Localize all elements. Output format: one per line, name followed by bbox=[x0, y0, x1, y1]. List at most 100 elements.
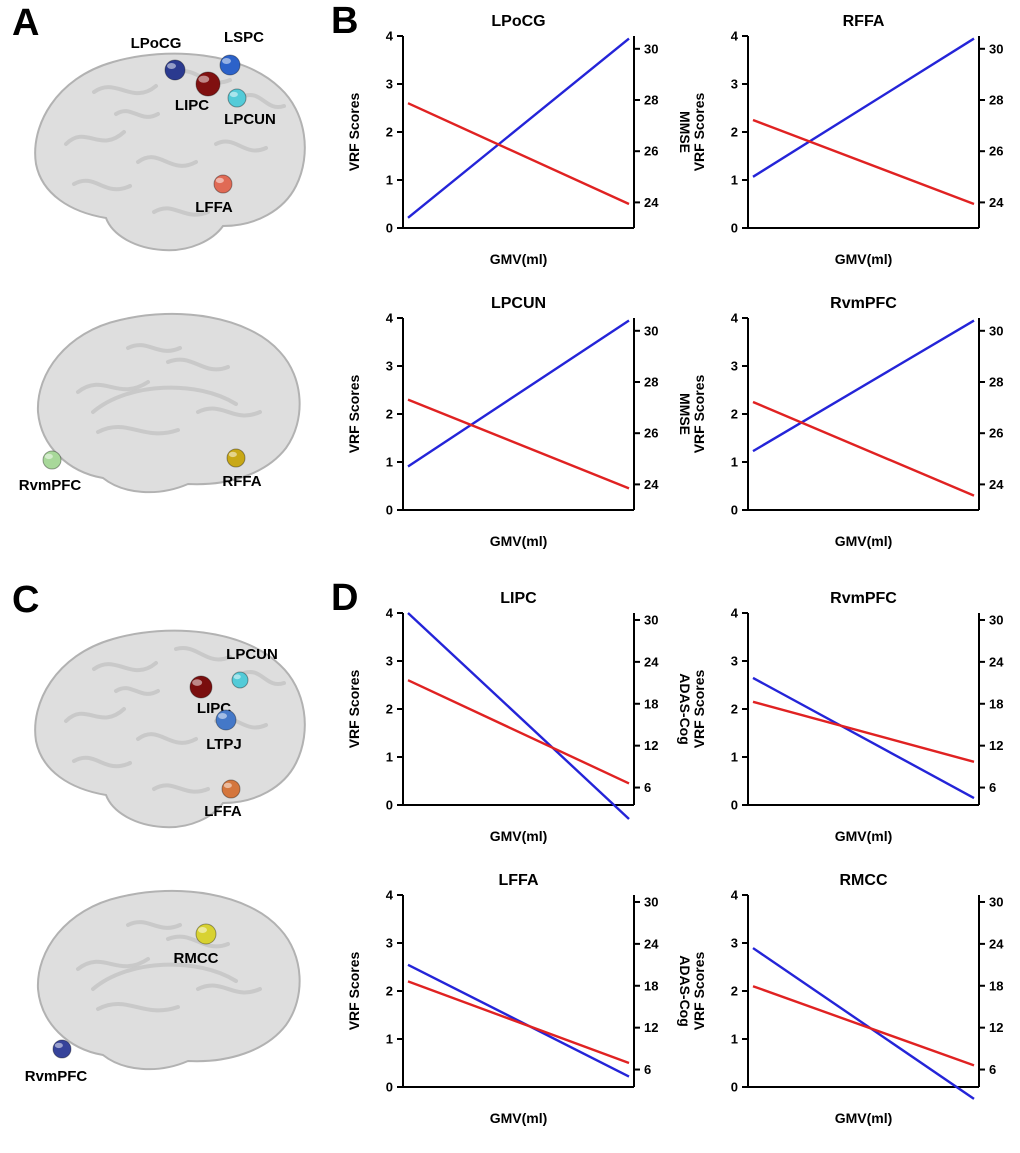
right-tick-label: 30 bbox=[644, 612, 658, 627]
roi-sphere-highlight bbox=[222, 58, 231, 64]
left-tick-label: 1 bbox=[731, 173, 738, 188]
x-axis-label: GMV(ml) bbox=[490, 533, 548, 549]
brain-sulcus bbox=[242, 669, 286, 687]
series-line-mmse bbox=[752, 319, 975, 453]
left-tick-label: 1 bbox=[386, 173, 393, 188]
panel-a-brains: LPoCG LSPC LIPC LPCUN LFFA RvmPFC RFFA bbox=[8, 26, 318, 538]
panel-d: D LIPC 0 1 2 3 4 6 12 18 24 30 VRF Scores ADAS-Cog GM… bbox=[325, 577, 1020, 1153]
brain-sulcus bbox=[174, 646, 232, 662]
roi-label-lffa: LFFA bbox=[195, 199, 233, 216]
chart-b-lpocg: LPoCG 0 1 2 3 4 24 26 28 30 VRF Scores MMSE GMV(ml) bbox=[346, 13, 693, 267]
x-axis-label: GMV(ml) bbox=[835, 1110, 893, 1126]
brain-sulcus bbox=[91, 385, 238, 414]
brain-sulcus bbox=[64, 707, 126, 723]
brain-sulcus bbox=[96, 425, 180, 436]
left-tick-label: 2 bbox=[731, 984, 738, 999]
brain-sulcus bbox=[76, 380, 150, 394]
x-axis-label: GMV(ml) bbox=[835, 251, 893, 267]
right-tick-label: 12 bbox=[644, 738, 658, 753]
panel-label-a: A bbox=[12, 2, 40, 44]
x-axis-label: GMV(ml) bbox=[490, 1110, 548, 1126]
series-line-vrf-scores bbox=[752, 118, 975, 206]
left-tick-label: 1 bbox=[386, 1032, 393, 1047]
roi-sphere-highlight bbox=[198, 75, 210, 83]
right-tick-label: 30 bbox=[989, 323, 1003, 338]
roi-sphere-lpcun bbox=[227, 88, 247, 108]
right-tick-label: 30 bbox=[644, 894, 658, 909]
panel-d-charts: LIPC 0 1 2 3 4 6 12 18 24 30 VRF Scores ADAS-Cog GMV(… bbox=[345, 585, 1020, 1145]
chart-title: LPoCG bbox=[491, 13, 545, 30]
roi-sphere-highlight bbox=[198, 927, 207, 933]
brain-sulcus bbox=[136, 155, 198, 168]
brain-sulcus bbox=[166, 934, 230, 949]
left-axis-label: VRF Scores bbox=[691, 951, 707, 1030]
roi-label-lipc: LIPC bbox=[175, 97, 209, 114]
roi-sphere-highlight bbox=[218, 713, 227, 719]
roi-sphere-highlight bbox=[44, 453, 53, 460]
series-line-vrf-scores bbox=[407, 980, 630, 1065]
roi-sphere-highlight bbox=[192, 679, 203, 686]
brain-outline bbox=[34, 52, 306, 252]
right-tick-label: 26 bbox=[644, 426, 658, 441]
right-tick-label: 26 bbox=[989, 144, 1003, 159]
roi-sphere-lspc bbox=[219, 54, 241, 76]
brain-sulcus bbox=[166, 357, 230, 372]
roi-sphere-lpocg bbox=[164, 59, 186, 81]
right-tick-label: 30 bbox=[989, 894, 1003, 909]
left-tick-label: 3 bbox=[731, 936, 738, 951]
panel-label-b: B bbox=[331, 0, 359, 42]
brain-outline bbox=[36, 889, 301, 1071]
roi-sphere-ltpj bbox=[215, 709, 237, 731]
brain-sulcus bbox=[114, 686, 160, 696]
roi-sphere-rmcc bbox=[195, 923, 217, 945]
roi-label-rvmpfc: RvmPFC bbox=[19, 477, 82, 494]
roi-label-lpcun: LPCUN bbox=[224, 111, 276, 128]
left-tick-label: 0 bbox=[731, 798, 738, 813]
x-axis-label: GMV(ml) bbox=[835, 533, 893, 549]
left-tick-label: 1 bbox=[731, 750, 738, 765]
brain-sulcus bbox=[242, 92, 286, 110]
panel-b-charts: LPoCG 0 1 2 3 4 24 26 28 30 VRF Scores MMSE GMV(ml) … bbox=[345, 8, 1020, 568]
series-line-mmse bbox=[407, 37, 630, 219]
series-line-adas-cog bbox=[752, 947, 975, 1100]
brain-sulcus bbox=[96, 1002, 180, 1013]
left-tick-label: 0 bbox=[386, 503, 393, 518]
roi-sphere-lffa bbox=[213, 174, 233, 194]
right-tick-label: 18 bbox=[989, 696, 1003, 711]
chart-title: LIPC bbox=[500, 590, 537, 607]
right-tick-label: 30 bbox=[644, 323, 658, 338]
series-line-vrf-scores bbox=[752, 985, 975, 1067]
roi-sphere-highlight bbox=[223, 782, 232, 789]
right-axis-label: ADAS-Cog bbox=[677, 955, 690, 1027]
roi-label-rmcc: RMCC bbox=[174, 950, 219, 967]
brain-sulcus bbox=[152, 783, 210, 794]
brain-sulcus bbox=[126, 343, 182, 353]
right-tick-label: 28 bbox=[989, 375, 1003, 390]
left-tick-label: 0 bbox=[731, 503, 738, 518]
right-tick-label: 18 bbox=[644, 696, 658, 711]
roi-label-lpcun: LPCUN bbox=[226, 646, 278, 663]
series-line-adas-cog bbox=[407, 612, 630, 820]
brain-sulcus bbox=[126, 920, 182, 930]
right-tick-label: 24 bbox=[989, 936, 1004, 951]
right-tick-label: 30 bbox=[989, 41, 1003, 56]
right-tick-label: 18 bbox=[644, 978, 658, 993]
left-axis-label: VRF Scores bbox=[346, 92, 362, 171]
right-tick-label: 6 bbox=[644, 1062, 651, 1077]
left-tick-label: 4 bbox=[731, 888, 739, 903]
roi-sphere-highlight bbox=[54, 1042, 63, 1049]
right-tick-label: 12 bbox=[989, 1020, 1003, 1035]
left-tick-label: 0 bbox=[386, 798, 393, 813]
right-axis-label: MMSE bbox=[677, 111, 690, 153]
roi-label-rffa: RFFA bbox=[222, 473, 261, 490]
right-tick-label: 28 bbox=[644, 375, 658, 390]
left-tick-label: 2 bbox=[731, 702, 738, 717]
left-tick-label: 3 bbox=[731, 77, 738, 92]
